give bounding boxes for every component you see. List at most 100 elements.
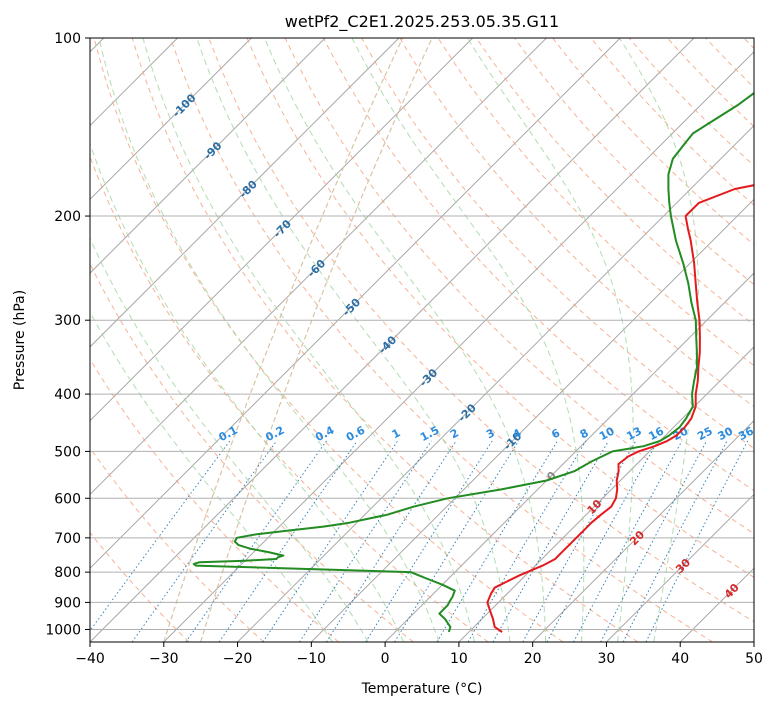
dry-adiabat-line <box>399 38 754 408</box>
mixing-ratio-line <box>436 440 558 642</box>
dry-adiabat-line <box>90 262 414 642</box>
y-tick-label: 700 <box>54 531 81 547</box>
dry-adiabat-line <box>437 38 754 367</box>
mixing-ratio-line <box>467 440 587 642</box>
isotherm-line <box>90 38 326 274</box>
isotherm-label: -90 <box>201 139 224 162</box>
y-tick-label: 900 <box>54 595 81 611</box>
pressure-gridlines <box>90 38 754 630</box>
x-tick-label: −10 <box>297 651 327 667</box>
y-axis-label: Pressure (hPa) <box>12 290 28 390</box>
mixing-ratio-label: 10 <box>597 424 617 443</box>
isotherm-line <box>753 641 754 642</box>
mixing-ratio-label: 1 <box>390 426 403 441</box>
mixing-ratio-line <box>394 440 520 642</box>
x-axis-ticks: −40 −30 −20 −10 0 10 20 30 40 50 <box>75 642 763 667</box>
wet-bulb-line <box>163 38 404 642</box>
x-tick-label: 20 <box>524 651 542 667</box>
mixing-ratio-labels: 0.1 0.2 0.4 0.6 1 1.5 2 3 4 6 8 10 13 16 20 25 30 36 <box>217 423 756 445</box>
mixing-ratio-line <box>131 440 278 642</box>
mixing-ratio-label: 0.1 <box>217 424 240 445</box>
moist-adiabat-line <box>142 38 475 642</box>
moist-adiabat-line <box>90 142 405 642</box>
mixing-ratio-line <box>645 440 749 642</box>
isotherm-line <box>532 419 754 642</box>
moist-adiabat-line <box>264 38 547 642</box>
mixing-ratio-label: 25 <box>695 425 715 444</box>
mixing-ratio-label: 16 <box>646 424 666 443</box>
moist-adiabat-line <box>90 237 369 642</box>
mixing-ratio-line <box>325 440 457 642</box>
dry-adiabat-line <box>590 38 754 206</box>
x-tick-label: 30 <box>598 651 616 667</box>
isotherm-line <box>237 124 754 642</box>
y-tick-label: 400 <box>54 387 81 403</box>
moist-adiabat-line <box>90 311 333 642</box>
mixing-ratio-label: 0.6 <box>344 423 368 444</box>
mixing-ratio-line <box>218 440 358 642</box>
mixing-ratio-label: 0.2 <box>263 424 286 445</box>
mixing-ratio-line <box>262 440 399 642</box>
mixing-ratio-label: 6 <box>549 426 562 441</box>
mixing-ratio-line <box>546 440 659 642</box>
isotherm-line <box>163 51 754 642</box>
x-tick-label: −30 <box>149 651 179 667</box>
isotherm-label: -100 <box>170 91 199 120</box>
isotherm-line <box>90 38 400 348</box>
mixing-ratio-label: 13 <box>624 425 644 444</box>
isotherm-line <box>310 198 754 642</box>
y-tick-label: 200 <box>54 209 81 225</box>
mixing-ratio-label: 20 <box>671 424 691 443</box>
mixing-ratio-line <box>299 440 432 642</box>
dry-adiabat-line <box>743 38 754 49</box>
dry-adiabat-line <box>170 38 713 642</box>
mixing-ratio-line <box>90 440 231 632</box>
mixing-ratio-label: 36 <box>736 424 756 443</box>
isotherm-line <box>606 493 754 642</box>
x-axis-label: Temperature (°C) <box>361 681 483 697</box>
x-tick-label: −20 <box>223 651 253 667</box>
y-tick-label: 1000 <box>45 622 81 638</box>
dry-adiabat-line <box>93 38 564 642</box>
dry-adiabat-line <box>246 38 754 578</box>
y-tick-label: 800 <box>54 565 81 581</box>
moist-adiabat-line <box>618 38 699 642</box>
mixing-ratio-label: 30 <box>716 424 736 443</box>
background-lines <box>90 38 754 642</box>
isotherm-line <box>90 38 695 642</box>
isotherm-line <box>458 346 754 642</box>
isotherm-line <box>90 38 621 569</box>
dry-adiabat-line <box>705 38 754 89</box>
y-tick-label: 500 <box>54 444 81 460</box>
mixing-ratio-line <box>365 440 493 642</box>
dewpoint-profile-line <box>192 91 754 633</box>
plot-frame <box>89 37 755 643</box>
y-tick-label: 300 <box>54 313 81 329</box>
mixing-ratio-label: 8 <box>578 426 591 441</box>
mixing-ratio-label: 0.4 <box>313 423 337 444</box>
mixing-ratio-line <box>522 440 637 642</box>
moist-adiabat-line <box>196 38 511 642</box>
mixing-ratio-line <box>185 440 327 642</box>
x-tick-label: −40 <box>75 651 105 667</box>
dry-adiabat-line <box>131 38 639 642</box>
isotherm-line <box>90 38 547 496</box>
temperature-profile-line <box>486 184 754 633</box>
mixing-ratio-label: 2 <box>448 426 461 441</box>
isotherm-line <box>384 272 754 642</box>
x-tick-label: 10 <box>450 651 468 667</box>
wet-bulb-line <box>200 38 433 642</box>
dry-adiabat-line <box>552 38 754 246</box>
dry-adiabat-line <box>90 155 489 642</box>
dry-adiabat-line <box>90 358 339 642</box>
dry-adiabat-line <box>514 38 754 286</box>
chart-title: wetPf2_C2E1.2025.253.05.35.G11 <box>285 12 559 32</box>
y-tick-label: 100 <box>54 31 81 47</box>
moist-adiabat-line <box>351 38 585 642</box>
y-tick-label: 600 <box>54 491 81 507</box>
dry-adiabat-line <box>208 38 754 623</box>
isotherm-line <box>90 38 252 201</box>
isotherm-line <box>90 38 474 422</box>
mixing-ratio-label: 3 <box>484 426 497 441</box>
